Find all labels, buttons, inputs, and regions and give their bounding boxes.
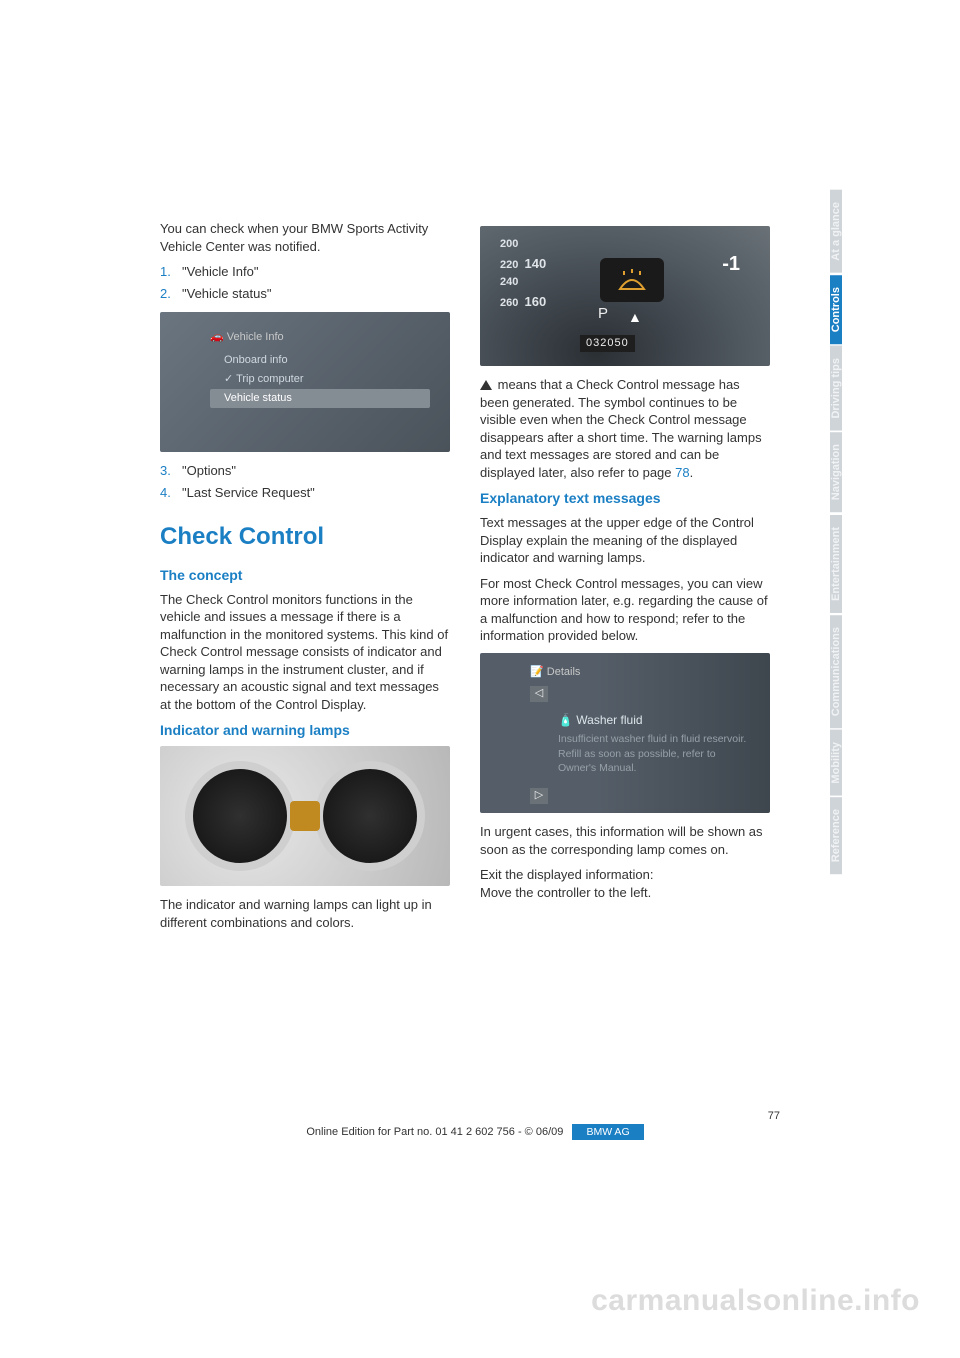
menu-header: 🚗 Vehicle Info [210, 330, 430, 345]
steps-list-a: 1."Vehicle Info" 2."Vehicle status" [160, 263, 450, 302]
gear-indicator: P [598, 304, 608, 324]
page-number: 77 [160, 1110, 790, 1122]
warning-triangle-icon [480, 380, 492, 390]
step-number: 3. [160, 462, 182, 480]
page-link[interactable]: 78 [675, 465, 689, 480]
step-text: "Options" [182, 462, 236, 480]
step-text: "Vehicle Info" [182, 263, 258, 281]
urgent-text: In urgent cases, this information will b… [480, 823, 770, 858]
check-control-heading: Check Control [160, 521, 450, 553]
tab-reference[interactable]: Reference [830, 797, 842, 874]
concept-heading: The concept [160, 566, 450, 585]
menu-item: Trip computer [210, 370, 430, 389]
right-column: 200 220 140 240 260 160 P ▲ 032050 -1 me… [480, 220, 770, 939]
menu-item: Onboard info [210, 351, 430, 370]
step-number: 4. [160, 484, 182, 502]
menu-item-selected: Vehicle status [210, 389, 430, 408]
tab-driving-tips[interactable]: Driving tips [830, 346, 842, 431]
step-number: 1. [160, 263, 182, 281]
explan-p1: Text messages at the upper edge of the C… [480, 514, 770, 567]
explan-p2: For most Check Control messages, you can… [480, 575, 770, 645]
details-header: 📝 Details [530, 665, 750, 680]
footer-brand: BMW AG [572, 1124, 643, 1140]
gauge-icon [185, 761, 295, 871]
vehicle-info-menu-screenshot: 🚗 Vehicle Info Onboard info Trip compute… [160, 312, 450, 452]
details-screenshot: 📝 Details ◁ 🧴 Washer fluid Insufficient … [480, 653, 770, 813]
tab-navigation[interactable]: Navigation [830, 432, 842, 512]
section-tabs: At a glance Controls Driving tips Naviga… [830, 190, 858, 877]
footer-text: Online Edition for Part no. 01 41 2 602 … [306, 1126, 563, 1138]
speedometer-screenshot: 200 220 140 240 260 160 P ▲ 032050 -1 [480, 226, 770, 366]
speed-scale: 200 220 140 240 260 160 [500, 236, 546, 313]
watermark: carmanualsonline.info [591, 1284, 920, 1318]
warning-triangle-icon: ▲ [628, 308, 642, 327]
page-footer: 77 Online Edition for Part no. 01 41 2 6… [160, 1110, 790, 1140]
gauge-icon [315, 761, 425, 871]
tab-controls[interactable]: Controls [830, 275, 842, 344]
tab-at-a-glance[interactable]: At a glance [830, 190, 842, 273]
odometer: 032050 [580, 335, 635, 352]
details-title: 🧴 Washer fluid [558, 712, 750, 728]
step-number: 2. [160, 285, 182, 303]
tab-communications[interactable]: Communications [830, 615, 842, 728]
steps-list-b: 3."Options" 4."Last Service Request" [160, 462, 450, 501]
intro-text: You can check when your BMW Sports Activ… [160, 220, 450, 255]
trip-display: -1 [722, 251, 740, 278]
washer-fluid-icon [600, 258, 664, 302]
triangle-explanation: means that a Check Control message has b… [480, 376, 770, 481]
lamps-caption: The indicator and warning lamps can ligh… [160, 896, 450, 931]
details-message: Insufficient washer fluid in fluid reser… [558, 732, 750, 776]
concept-body: The Check Control monitors functions in … [160, 591, 450, 714]
explanatory-heading: Explanatory text messages [480, 489, 770, 508]
left-arrow-icon: ◁ [530, 686, 548, 702]
warning-lamp-icon [290, 801, 320, 831]
lamps-heading: Indicator and warning lamps [160, 721, 450, 740]
left-column: You can check when your BMW Sports Activ… [160, 220, 450, 939]
tab-entertainment[interactable]: Entertainment [830, 515, 842, 613]
instrument-cluster-screenshot [160, 746, 450, 886]
right-arrow-icon: ▷ [530, 788, 548, 804]
exit-text: Exit the displayed information: Move the… [480, 866, 770, 901]
step-text: "Last Service Request" [182, 484, 315, 502]
tab-mobility[interactable]: Mobility [830, 730, 842, 796]
step-text: "Vehicle status" [182, 285, 271, 303]
